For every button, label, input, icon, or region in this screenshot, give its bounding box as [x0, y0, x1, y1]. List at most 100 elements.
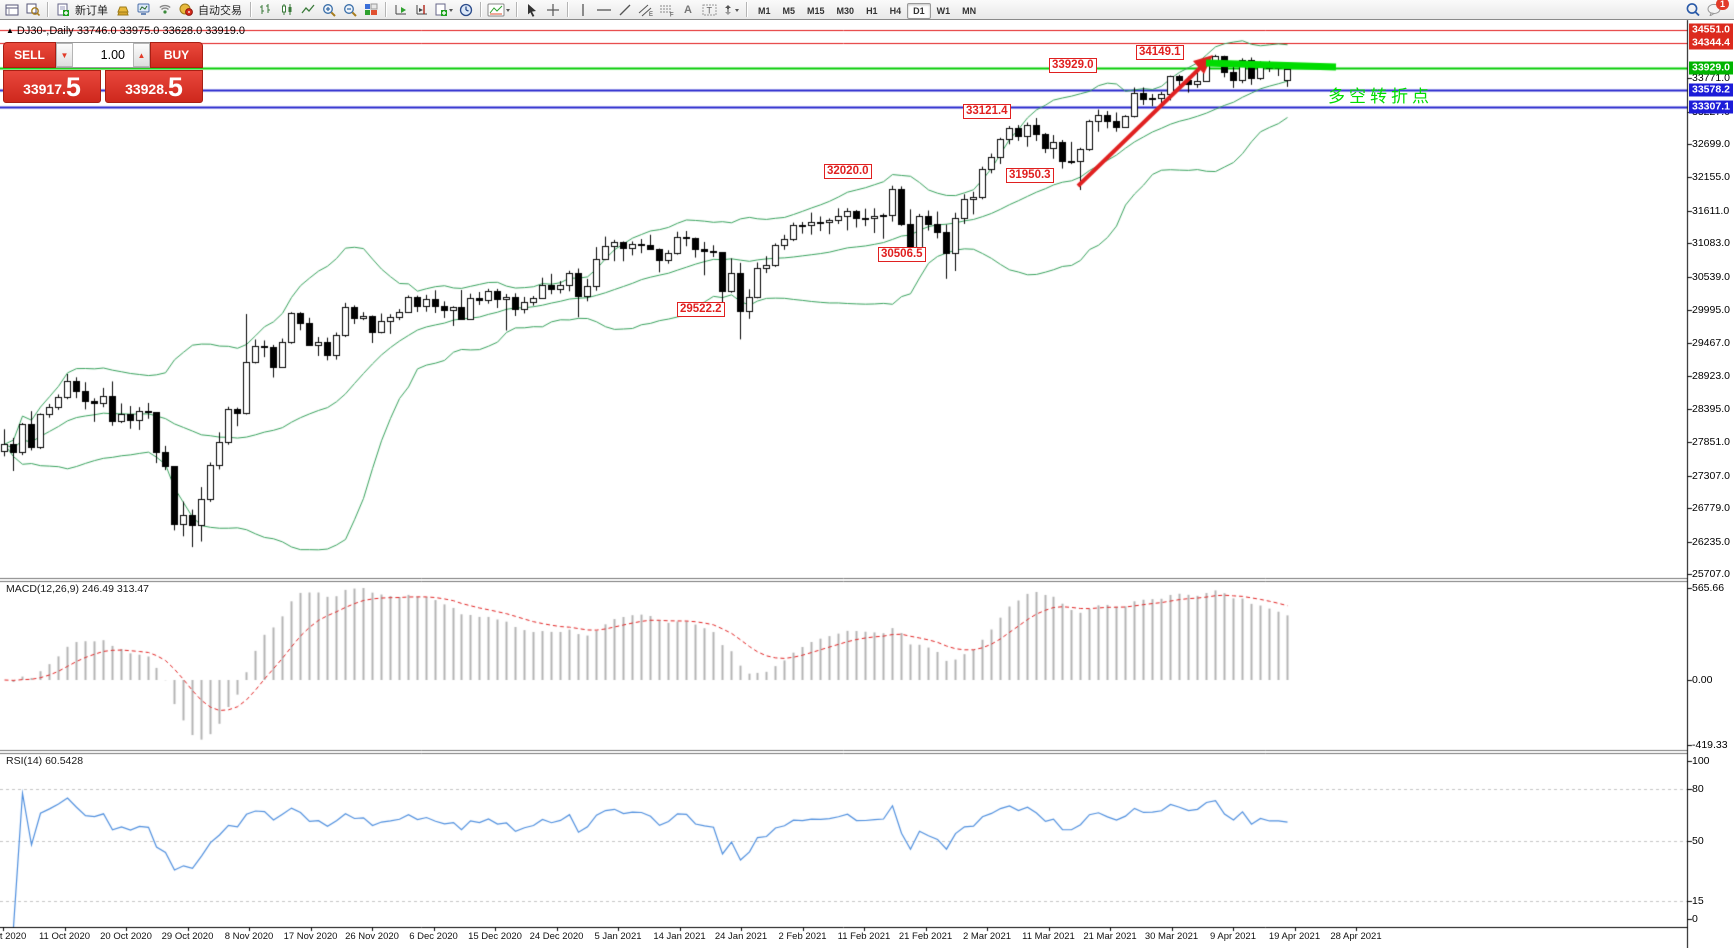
date-axis-label: 17 Nov 2020: [283, 931, 338, 942]
zoom-in-icon[interactable]: [319, 1, 339, 19]
timeframe-m5[interactable]: M5: [782, 5, 796, 16]
timeframe-mn[interactable]: MN: [962, 5, 977, 16]
timeframe-w1[interactable]: W1: [936, 5, 951, 16]
volume-box: ▼ 1.00 ▲: [56, 42, 150, 68]
crosshair-icon[interactable]: [543, 1, 563, 19]
sell-price-dot: .: [62, 81, 66, 97]
price-callout-label: 31950.3: [1006, 168, 1054, 183]
chart-shift-icon[interactable]: [412, 1, 432, 19]
candlestick-chart-icon[interactable]: [277, 1, 297, 19]
price-callout-label: 33121.4: [963, 104, 1011, 119]
price-axis-tick: 33771.0: [1692, 72, 1730, 85]
price-axis-tick: 29467.0: [1692, 336, 1730, 349]
notification-badge: 1: [1715, 0, 1729, 10]
equidistant-channel-icon[interactable]: E: [636, 1, 656, 19]
text-label-icon[interactable]: T: [699, 1, 719, 19]
price-axis-tick: 28923.0: [1692, 370, 1730, 383]
trendline-icon[interactable]: [615, 1, 635, 19]
notifications-icon[interactable]: 1: [1704, 0, 1729, 19]
date-axis-label: 24 Dec 2020: [529, 931, 584, 942]
price-callout-label: 29522.2: [677, 302, 725, 317]
toolbar-separator: [567, 2, 569, 17]
sell-price-int: 33917: [23, 81, 62, 97]
timeframe-d1[interactable]: D1: [907, 2, 931, 19]
vertical-line-icon[interactable]: [573, 1, 593, 19]
date-axis-label: 28 Apr 2021: [1330, 931, 1382, 942]
date-axis-label: 19 Apr 2021: [1268, 931, 1321, 942]
rsi-axis-tick: 15: [1692, 895, 1704, 907]
price-axis-tick: 32155.0: [1692, 171, 1730, 184]
volume-decrease-button[interactable]: ▼: [56, 43, 73, 67]
signal-icon[interactable]: [155, 1, 175, 19]
chart-window-icon[interactable]: [2, 1, 22, 19]
svg-text:F: F: [670, 12, 674, 17]
volume-value[interactable]: 1.00: [73, 43, 133, 67]
macd-axis-tick: 565.66: [1692, 582, 1725, 594]
buy-price-box[interactable]: 33928. 5: [105, 70, 203, 103]
price-axis-tick: 26779.0: [1692, 502, 1730, 515]
price-axis-tick: 27851.0: [1692, 436, 1730, 449]
price-axis-tick: 27307.0: [1692, 469, 1730, 482]
new-chart-icon[interactable]: [433, 1, 455, 19]
chart-symbol-title: ▲ DJ30-,Daily 33746.0 33975.0 33628.0 339…: [6, 25, 246, 37]
arrows-icon[interactable]: [720, 1, 742, 19]
zoom-out-icon[interactable]: [340, 1, 360, 19]
date-axis-label: 2 Feb 2021: [778, 931, 827, 942]
price-axis-tick: 31611.0: [1692, 204, 1730, 217]
search-icon[interactable]: [1683, 1, 1703, 19]
new-order-icon[interactable]: [53, 1, 73, 19]
date-axis-label: 1 Oct 2020: [0, 931, 27, 942]
timeframe-h4[interactable]: H4: [889, 5, 902, 16]
macd-indicator-header: MACD(12,26,9) 246.49 313.47: [6, 583, 150, 595]
buy-button[interactable]: BUY: [150, 42, 203, 68]
auto-scroll-icon[interactable]: [391, 1, 411, 19]
date-axis-label: 9 Apr 2021: [1210, 931, 1256, 942]
volume-increase-button[interactable]: ▲: [133, 43, 150, 67]
timeframe-h1[interactable]: H1: [866, 5, 878, 16]
sell-button[interactable]: SELL: [3, 42, 56, 68]
timeframe-m30[interactable]: M30: [836, 5, 855, 16]
line-chart-icon[interactable]: [298, 1, 318, 19]
expert-advisor-icon[interactable]: [134, 1, 154, 19]
price-callout-label: 33929.0: [1049, 58, 1097, 73]
level-price-label: 33578.2: [1689, 83, 1733, 97]
price-callout-label: 30506.5: [878, 247, 926, 262]
price-callout-label: 32020.0: [824, 164, 872, 179]
rsi-indicator-header: RSI(14) 60.5428: [6, 755, 84, 767]
one-click-trade-panel: SELL ▼ 1.00 ▲ BUY 33917. 5 33928. 5: [3, 42, 203, 103]
timeframe-group: M1 M5 M15 M30 H1 H4 D1 W1 MN: [752, 1, 982, 19]
level-price-label: 34344.4: [1689, 36, 1733, 50]
price-axis-tick: 26235.0: [1692, 535, 1730, 548]
sell-price-box[interactable]: 33917. 5: [3, 70, 101, 103]
gold-indicator-icon[interactable]: [113, 1, 133, 19]
new-order-label[interactable]: 新订单: [75, 4, 108, 17]
price-axis-tick: 30539.0: [1692, 270, 1730, 283]
horizontal-line-icon[interactable]: [594, 1, 614, 19]
rsi-axis-tick: 80: [1692, 783, 1704, 795]
template-icon[interactable]: [486, 1, 512, 19]
bar-chart-icon[interactable]: [256, 1, 276, 19]
tile-windows-icon[interactable]: [361, 1, 381, 19]
toolbar-separator: [480, 2, 482, 17]
price-axis-tick: 25707.0: [1692, 568, 1730, 580]
text-icon[interactable]: A: [684, 3, 692, 16]
level-price-label: 34551.0: [1689, 23, 1733, 37]
cursor-icon[interactable]: [522, 1, 542, 19]
buy-price-frac: 5: [167, 72, 183, 102]
data-window-icon[interactable]: [23, 1, 43, 19]
price-axis-tick: 32699.0: [1692, 137, 1730, 150]
fibonacci-icon[interactable]: F: [657, 1, 677, 19]
date-axis-label: 21 Feb 2021: [898, 931, 953, 942]
auto-trading-icon[interactable]: [176, 1, 196, 19]
period-clock-icon[interactable]: [456, 1, 476, 19]
bull-bear-turning-point-note: 多空转折点: [1328, 87, 1433, 106]
date-axis-label: 6 Dec 2020: [409, 931, 458, 942]
timeframe-m1[interactable]: M1: [758, 5, 771, 16]
auto-trading-label[interactable]: 自动交易: [198, 4, 242, 17]
date-axis-label: 15 Dec 2020: [468, 931, 522, 942]
buy-price-dot: .: [164, 81, 168, 97]
timeframe-m15[interactable]: M15: [807, 5, 825, 16]
collapse-triangle-icon: ▲: [6, 26, 14, 35]
